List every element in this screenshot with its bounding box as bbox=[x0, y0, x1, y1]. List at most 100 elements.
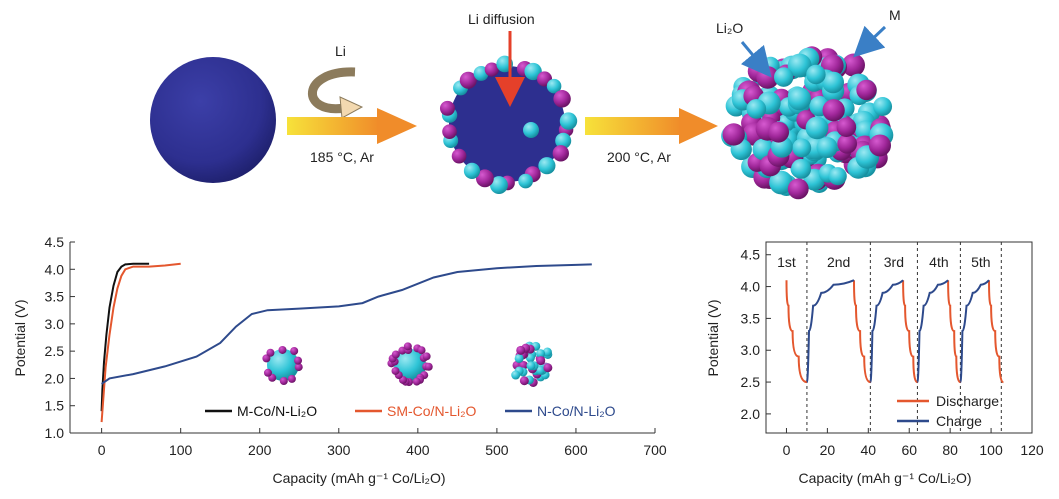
particle-insets bbox=[262, 341, 553, 387]
left-x-tick-label: 0 bbox=[98, 442, 106, 458]
process-arrow-2 bbox=[585, 108, 718, 144]
cycle-label: 3rd bbox=[884, 254, 904, 270]
shell-particle bbox=[555, 132, 572, 149]
left-legend-label-2: SM-Co/N-Li₂O bbox=[387, 403, 477, 419]
shell-particle bbox=[475, 169, 494, 188]
left-y-tick-label: 2.5 bbox=[45, 343, 65, 359]
left-series-line-2 bbox=[100, 262, 181, 423]
cluster-particle bbox=[873, 97, 893, 117]
li2o-label: Li₂O bbox=[716, 20, 743, 36]
li-curved-arrow bbox=[307, 67, 364, 119]
nanoparticle-cluster bbox=[721, 46, 894, 200]
chart-right: 0 20 40 60 80 100 120 2.0 2.5 3.0 3.5 4.0 4.5 1st 2nd 3… bbox=[705, 241, 1044, 486]
shell-particle bbox=[484, 62, 499, 77]
cluster-particle bbox=[787, 87, 812, 111]
left-xlabel: Capacity (mAh g⁻¹ Co/Li₂O) bbox=[272, 470, 445, 486]
right-series-discharge-segment bbox=[988, 280, 1004, 384]
left-x-tick-label: 600 bbox=[564, 442, 588, 458]
left-x-tick-label: 300 bbox=[327, 442, 351, 458]
right-y-tick-label: 2.5 bbox=[741, 374, 761, 390]
left-x-tick-label: 500 bbox=[485, 442, 509, 458]
cluster-particle bbox=[746, 99, 767, 119]
cycle-label: 1st bbox=[777, 254, 796, 270]
arrow1-top-label: Li bbox=[335, 43, 346, 59]
cluster-particle bbox=[787, 53, 812, 78]
left-legend-label-3: N-Co/N-Li₂O bbox=[537, 403, 616, 419]
shell-particle bbox=[459, 71, 477, 89]
shell-particle bbox=[523, 122, 539, 138]
cycle-label: 2nd bbox=[827, 254, 850, 270]
right-plot-frame bbox=[765, 241, 1033, 434]
left-y-tick-label: 3.5 bbox=[45, 289, 65, 305]
left-legend-label-1: M-Co/N-Li₂O bbox=[237, 403, 317, 419]
left-y-tick-label: 1.0 bbox=[45, 425, 65, 441]
arrow2-label: 200 °C, Ar bbox=[607, 149, 671, 165]
shell-particle bbox=[538, 157, 556, 175]
right-y-tick-label: 2.0 bbox=[741, 406, 761, 422]
schematic: Li 185 °C, Ar Li diffusion 200 °C, Ar Li… bbox=[150, 7, 901, 200]
left-y-tick-label: 3.0 bbox=[45, 316, 65, 332]
inset-particle-dense bbox=[387, 342, 433, 387]
left-y-tick-label: 4.5 bbox=[45, 234, 65, 250]
right-legend-label-1: Discharge bbox=[936, 393, 999, 409]
left-x-tick-label: 400 bbox=[406, 442, 430, 458]
cluster-particle bbox=[822, 99, 845, 122]
cluster-particle bbox=[828, 167, 847, 186]
right-legend-label-2: Charge bbox=[936, 413, 982, 429]
process-arrow-1 bbox=[287, 108, 417, 144]
diffusion-label: Li diffusion bbox=[468, 11, 535, 27]
m-label: M bbox=[889, 7, 901, 23]
cluster-particle bbox=[768, 121, 789, 143]
cycle-label: 4th bbox=[929, 254, 948, 270]
cluster-particle bbox=[837, 133, 858, 154]
chart-left: 0 100 200 300 400 500 600 700 1.0 1.5 2.0 2.5 3.0 3.5… bbox=[12, 234, 667, 486]
shell-particle bbox=[559, 112, 578, 130]
cluster-particle bbox=[856, 79, 877, 101]
cluster-particle bbox=[787, 178, 809, 200]
cluster-particle bbox=[868, 134, 891, 157]
right-x-tick-label: 60 bbox=[901, 442, 917, 458]
right-series-discharge-segment bbox=[853, 280, 871, 384]
cluster-particle bbox=[822, 71, 845, 94]
cycle-label: 5th bbox=[971, 254, 990, 270]
li2o-arrow bbox=[740, 41, 772, 78]
right-x-tick-label: 40 bbox=[861, 442, 877, 458]
legend-left: M-Co/N-Li₂O SM-Co/N-Li₂O N-Co/N-Li₂O bbox=[205, 403, 616, 419]
left-y-tick-label: 4.0 bbox=[45, 261, 65, 277]
left-ylabel: Potential (V) bbox=[12, 299, 28, 376]
cluster-particle bbox=[841, 53, 865, 77]
shell-particle bbox=[524, 62, 542, 81]
cluster-particle bbox=[769, 170, 793, 195]
shell-particle bbox=[553, 90, 571, 108]
shell-particle bbox=[439, 100, 455, 116]
shell-particle bbox=[442, 124, 457, 139]
right-series-charge-segment bbox=[869, 279, 904, 384]
left-series-line-1 bbox=[100, 262, 150, 412]
shell-particle bbox=[552, 145, 569, 162]
cluster-particle bbox=[836, 117, 857, 138]
inset-particle-sparse bbox=[262, 345, 303, 385]
right-series-discharge-segment bbox=[947, 280, 961, 384]
left-x-tick-label: 700 bbox=[643, 442, 667, 458]
diffusion-particle bbox=[439, 55, 578, 195]
shell-particle bbox=[490, 176, 508, 195]
left-x-tick-label: 200 bbox=[248, 442, 272, 458]
precursor-sphere bbox=[150, 57, 276, 183]
cluster-particle bbox=[806, 64, 826, 85]
inset-particle-cluster bbox=[511, 341, 553, 387]
shell-particle bbox=[451, 148, 467, 164]
shell-particle bbox=[518, 173, 533, 189]
arrow1-bottom-label: 185 °C, Ar bbox=[310, 149, 374, 165]
right-ylabel: Potential (V) bbox=[705, 299, 721, 376]
cluster-particle bbox=[816, 136, 838, 159]
right-y-tick-label: 3.5 bbox=[741, 310, 761, 326]
right-series-charge-segment bbox=[805, 279, 855, 384]
left-x-tick-label: 100 bbox=[169, 442, 193, 458]
right-y-tick-label: 3.0 bbox=[741, 342, 761, 358]
shell-particle bbox=[546, 78, 562, 94]
right-x-tick-label: 0 bbox=[783, 442, 791, 458]
right-y-tick-label: 4.5 bbox=[741, 247, 761, 263]
right-series-charge-segment bbox=[916, 279, 949, 384]
right-series-charge-segment bbox=[959, 279, 990, 384]
